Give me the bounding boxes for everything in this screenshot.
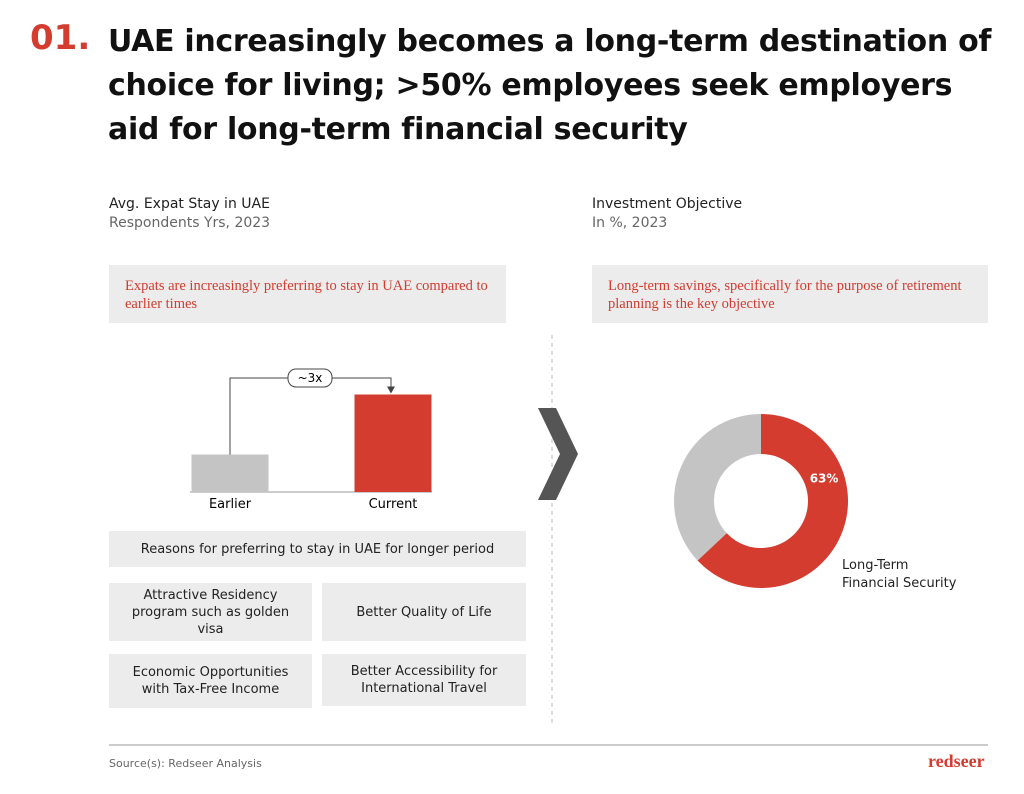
reasons-title: Reasons for preferring to stay in UAE fo… <box>109 531 526 567</box>
annotation-bubble <box>287 368 333 388</box>
annotation-arrow <box>387 386 395 394</box>
bar <box>354 394 432 492</box>
reason: Attractive Residency program such as gol… <box>109 583 312 641</box>
callout: Expats are increasingly preferring to st… <box>109 265 506 323</box>
donut-label: Long-Term Financial Security <box>842 558 957 591</box>
source: Source(s): Redseer Analysis <box>109 757 262 770</box>
brand: redseer <box>928 751 985 771</box>
chart-subtitle: In %, 2023 <box>592 215 668 231</box>
arrow <box>538 408 578 500</box>
callout: Long-term savings, specifically for the … <box>592 265 988 323</box>
slide-number: 01. <box>30 18 91 58</box>
chart-title: Investment Objective <box>592 196 743 212</box>
reason: Economic Opportunities with Tax-Free Inc… <box>109 654 312 708</box>
slide-title: UAE increasingly becomes a long-term des… <box>108 24 992 147</box>
reason: Better Accessibility for International T… <box>322 654 526 706</box>
donut-slice <box>674 413 761 561</box>
chart-title: Avg. Expat Stay in UAE <box>109 196 270 212</box>
reason: Better Quality of Life <box>322 583 526 641</box>
value-label: 63% <box>810 471 839 485</box>
annotation: ~3x <box>298 371 323 385</box>
x-tick-label: Current <box>369 497 418 512</box>
donut-slice <box>697 414 849 588</box>
bar <box>191 454 269 492</box>
x-tick-label: Earlier <box>209 497 252 512</box>
chart-subtitle: Respondents Yrs, 2023 <box>109 215 271 231</box>
